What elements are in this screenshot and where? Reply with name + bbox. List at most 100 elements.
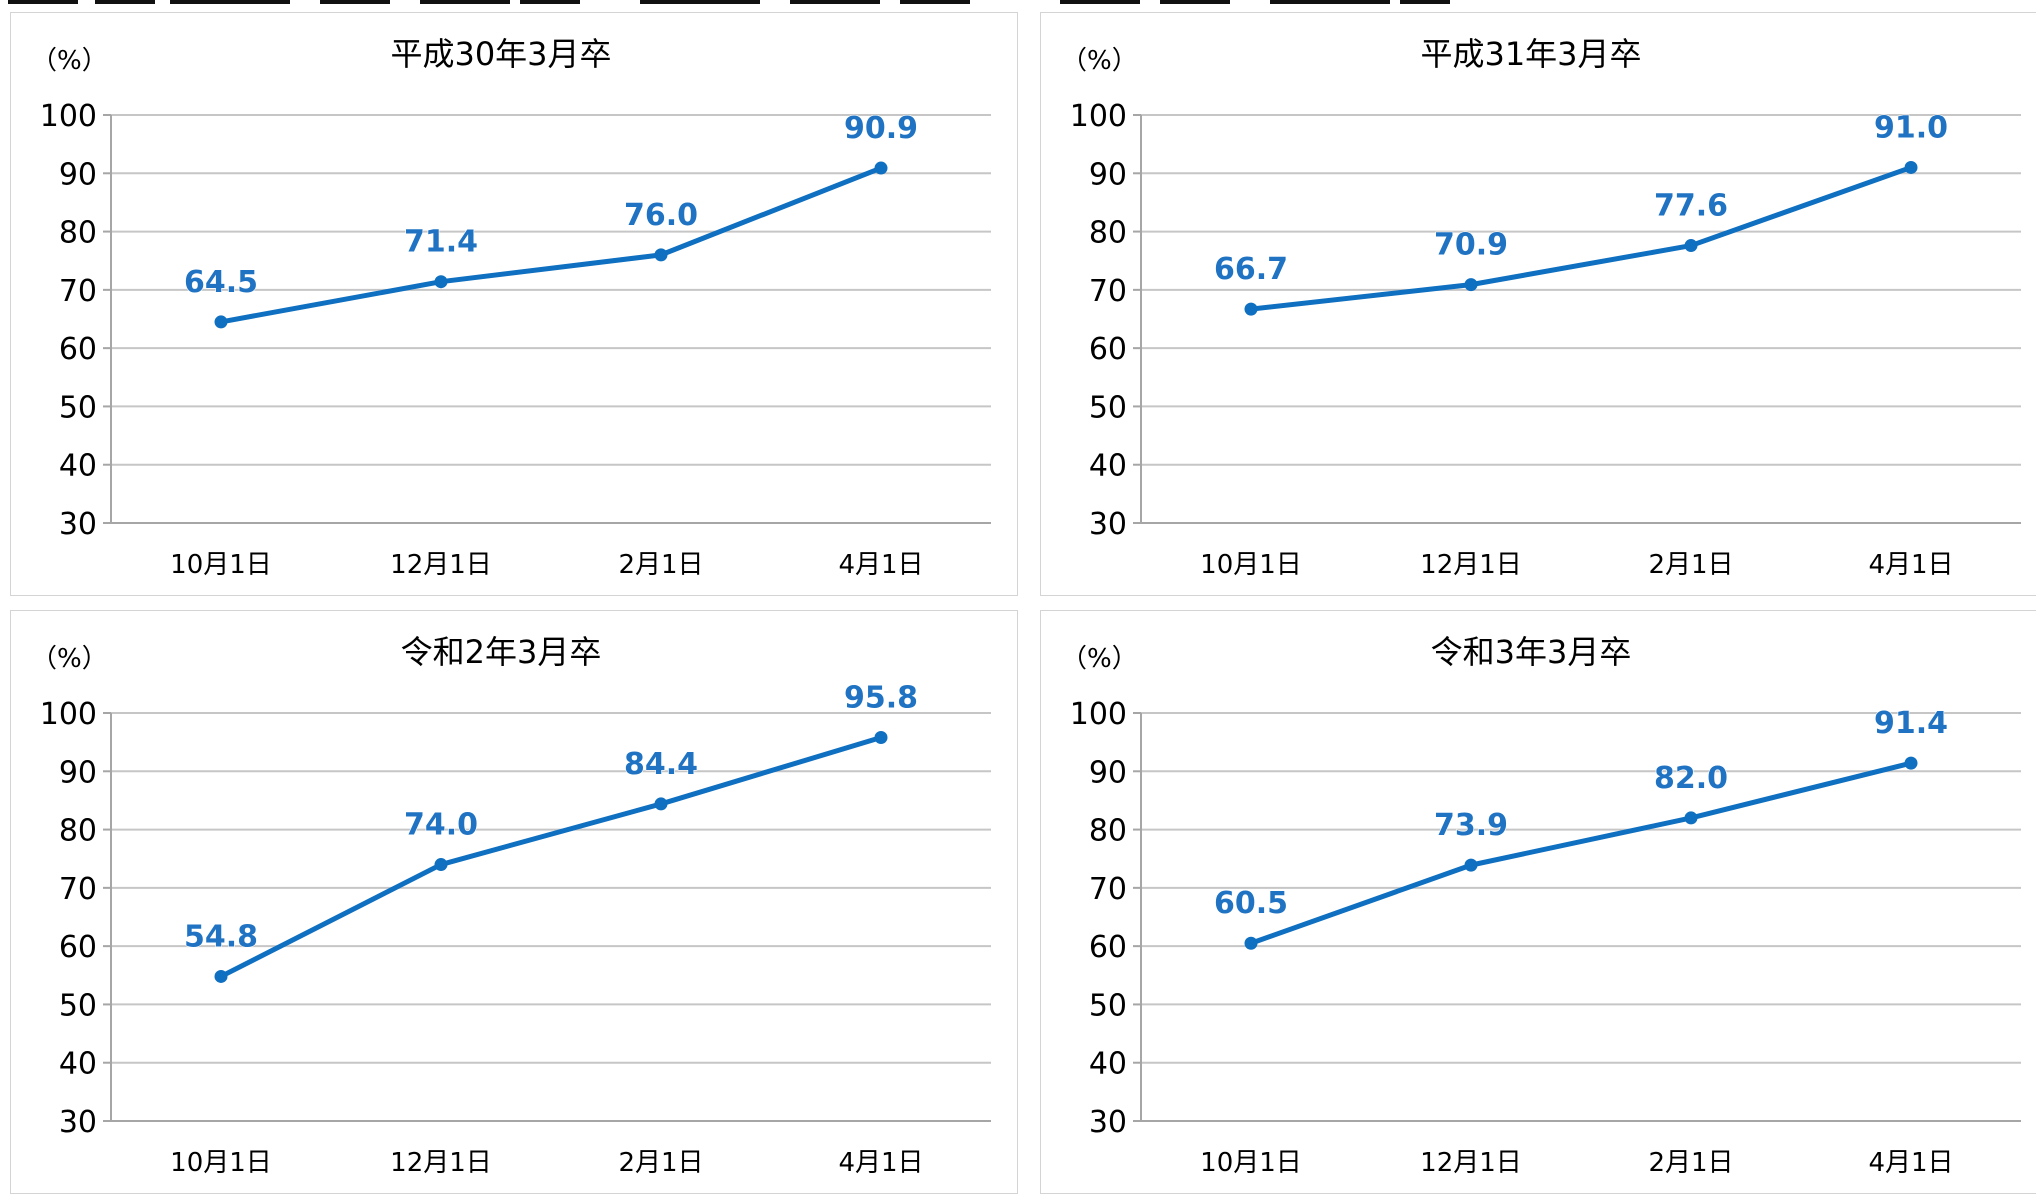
chart-panel-2: 平成31年3月卒 （%） 30 40 50 60 70 80 90 100 10月1日 12月1日 2月… [1040, 12, 2036, 596]
y-tick-label: 100 [40, 99, 97, 134]
cropped-heading-fragment [95, 0, 155, 4]
y-tick-label: 80 [59, 814, 97, 849]
y-tick-label: 90 [1089, 157, 1127, 192]
x-tick-label: 2月1日 [618, 1148, 703, 1178]
x-tick-label: 10月1日 [1200, 550, 1302, 580]
y-tick-label: 50 [1089, 390, 1127, 425]
y-tick-label: 70 [1089, 274, 1127, 309]
cropped-heading-fragment [520, 0, 580, 4]
y-tick-label: 100 [40, 697, 97, 732]
line-chart-4: 令和3年3月卒 （%） 30 40 50 60 70 80 90 100 10月1日 12月1日 2月1… [1061, 633, 2021, 1178]
chart-title: 平成31年3月卒 [1420, 35, 1641, 73]
x-tick-label: 4月1日 [838, 550, 923, 580]
y-tick-label: 70 [59, 274, 97, 309]
series-line [1248, 760, 1914, 946]
y-tick-label: 50 [1089, 988, 1127, 1023]
cropped-heading-fragment [8, 0, 78, 4]
data-label: 54.8 [184, 919, 258, 954]
line-chart-3: 令和2年3月卒 （%） 30 40 50 60 70 80 90 100 10月1日 12月1日 2月1… [31, 633, 991, 1178]
y-tick-label: 100 [1070, 99, 1127, 134]
cropped-heading-fragment [320, 0, 390, 4]
data-point [1244, 936, 1258, 950]
y-tick-label: 90 [59, 755, 97, 790]
y-tick-label: 30 [1089, 507, 1127, 542]
data-label: 82.0 [1654, 761, 1728, 796]
x-tick-label: 12月1日 [1420, 1148, 1522, 1178]
cropped-heading-strip [8, 0, 1450, 4]
data-point [874, 161, 888, 175]
data-point [654, 248, 668, 262]
data-point [1464, 278, 1478, 292]
y-tick-label: 40 [1089, 449, 1127, 484]
y-tick-label: 40 [59, 449, 97, 484]
x-tick-label: 10月1日 [1200, 1148, 1302, 1178]
y-tick-label: 90 [1089, 755, 1127, 790]
chart-title: 令和2年3月卒 [401, 633, 602, 671]
x-tick-label: 4月1日 [1868, 1148, 1953, 1178]
series-line [218, 165, 884, 325]
cropped-heading-fragment [1160, 0, 1230, 4]
data-label: 77.6 [1654, 189, 1728, 224]
data-label: 74.0 [404, 808, 478, 843]
y-tick-label: 60 [59, 930, 97, 965]
data-point [1684, 811, 1698, 825]
y-tick-label: 60 [1089, 930, 1127, 965]
y-tick-label: 60 [1089, 332, 1127, 367]
chart-panel-3: 令和2年3月卒 （%） 30 40 50 60 70 80 90 100 10月1日 12月1日 2月1… [10, 610, 1018, 1194]
data-point [1464, 858, 1478, 872]
cropped-heading-fragment [420, 0, 510, 4]
data-label: 73.9 [1434, 808, 1508, 843]
x-tick-label: 12月1日 [1420, 550, 1522, 580]
data-point [874, 730, 888, 744]
chart-title: 令和3年3月卒 [1431, 633, 1632, 671]
data-point [654, 797, 668, 811]
data-point [214, 315, 228, 329]
y-tick-label: 80 [1089, 216, 1127, 251]
line-chart-2: 平成31年3月卒 （%） 30 40 50 60 70 80 90 100 10月1日 12月1日 2月… [1061, 35, 2021, 580]
data-point [1904, 160, 1918, 174]
cropped-heading-fragment [1060, 0, 1140, 4]
y-unit-label: （%） [31, 46, 108, 76]
data-label: 84.4 [624, 747, 698, 782]
y-tick-label: 50 [59, 988, 97, 1023]
x-tick-label: 4月1日 [838, 1148, 923, 1178]
series-line [218, 734, 884, 979]
chart-title: 平成30年3月卒 [390, 35, 611, 73]
data-label: 91.4 [1874, 706, 1948, 741]
y-tick-label: 30 [1089, 1105, 1127, 1140]
data-label: 60.5 [1214, 886, 1288, 921]
x-tick-label: 4月1日 [1868, 550, 1953, 580]
x-tick-label: 10月1日 [170, 550, 272, 580]
cropped-heading-fragment [1400, 0, 1450, 4]
data-label: 64.5 [184, 265, 258, 300]
data-point [434, 858, 448, 872]
line-chart-1: 平成30年3月卒 （%） 30 40 50 60 70 80 90 100 10月1日 12月1日 2月… [31, 35, 991, 580]
cropped-heading-fragment [900, 0, 970, 4]
series-line [1248, 164, 1914, 312]
data-label: 71.4 [404, 225, 478, 260]
y-tick-label: 100 [1070, 697, 1127, 732]
y-tick-label: 80 [59, 216, 97, 251]
y-tick-label: 70 [59, 872, 97, 907]
x-tick-label: 10月1日 [170, 1148, 272, 1178]
y-tick-label: 30 [59, 507, 97, 542]
y-tick-label: 90 [59, 157, 97, 192]
data-point [1684, 239, 1698, 253]
y-unit-label: （%） [1061, 46, 1138, 76]
data-label: 91.0 [1874, 110, 1948, 145]
data-label: 66.7 [1214, 252, 1288, 287]
data-point [1904, 756, 1918, 770]
data-label: 70.9 [1434, 228, 1508, 263]
data-label: 90.9 [844, 111, 918, 146]
cropped-heading-fragment [790, 0, 880, 4]
y-unit-label: （%） [31, 644, 108, 674]
cropped-heading-fragment [1270, 0, 1390, 4]
chart-panel-4: 令和3年3月卒 （%） 30 40 50 60 70 80 90 100 10月1日 12月1日 2月1… [1040, 610, 2036, 1194]
x-tick-label: 12月1日 [390, 1148, 492, 1178]
chart-panel-1: 平成30年3月卒 （%） 30 40 50 60 70 80 90 100 10月1日 12月1日 2月… [10, 12, 1018, 596]
data-point [214, 969, 228, 983]
data-point [434, 275, 448, 289]
y-tick-label: 40 [1089, 1047, 1127, 1082]
y-tick-label: 70 [1089, 872, 1127, 907]
cropped-heading-fragment [170, 0, 290, 4]
